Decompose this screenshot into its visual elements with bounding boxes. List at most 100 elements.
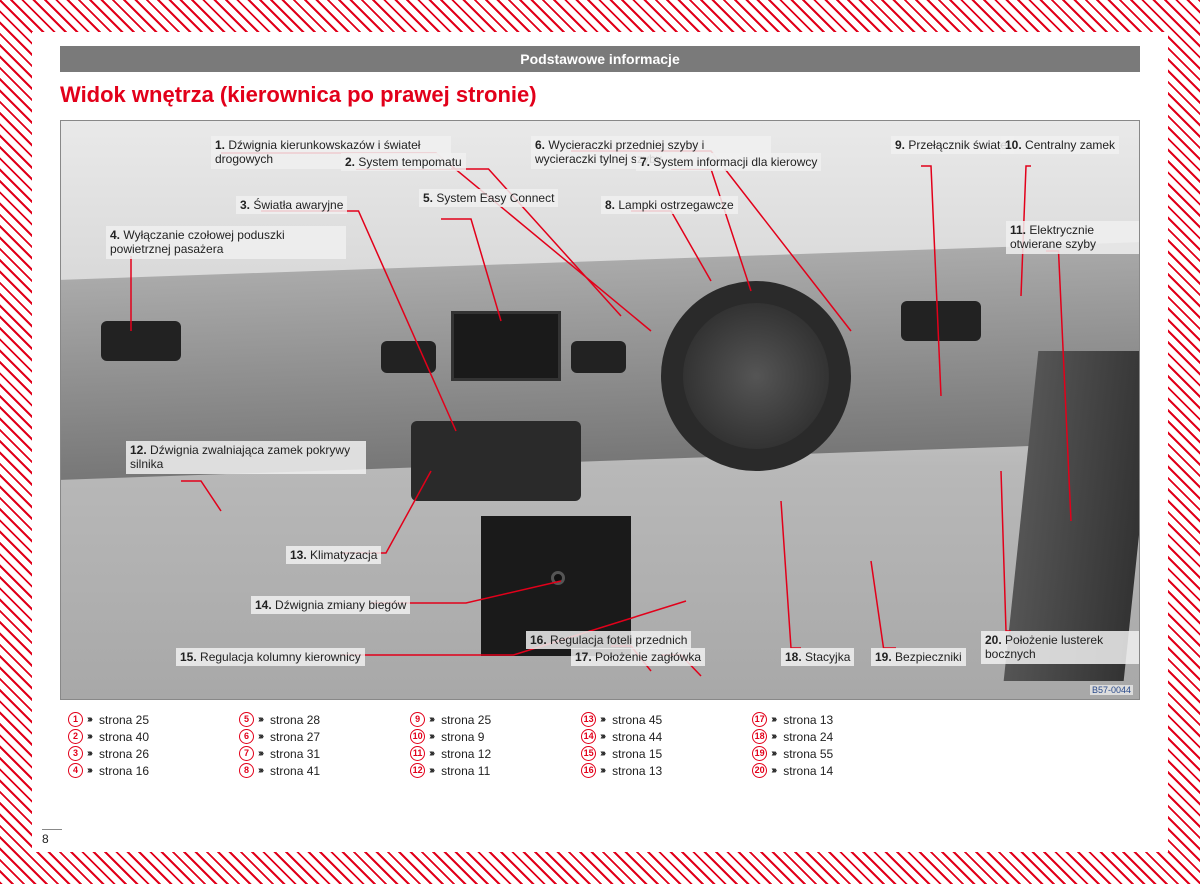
callout-label-16: 16. Regulacja foteli przednich	[526, 631, 691, 649]
ref-row-7: 7 ››› strona 31	[239, 746, 320, 761]
callout-label-15: 15. Regulacja kolumny kierownicy	[176, 648, 365, 666]
ref-circle-15: 15	[581, 746, 596, 761]
callout-label-4: 4. Wyłączanie czołowej poduszki powietrz…	[106, 226, 346, 259]
ref-text: strona 11	[441, 764, 490, 778]
ref-circle-17: 17	[752, 712, 767, 727]
ref-row-19: 19›››strona 55	[752, 746, 833, 761]
leader-line-18	[781, 501, 801, 648]
ref-row-15: 15 ››› strona 15	[581, 746, 662, 761]
ref-text: strona 26	[99, 747, 149, 761]
interior-figure: 1. Dźwignia kierunkowskazów i świateł dr…	[60, 120, 1140, 700]
chevron-icon: ›››	[429, 748, 433, 759]
chevron-icon: ›››	[258, 748, 262, 759]
ref-circle-5: 5	[239, 712, 254, 727]
chevron-icon: ›››	[87, 748, 91, 759]
leader-line-9	[921, 166, 941, 396]
callout-label-19: 19. Bezpieczniki	[871, 648, 966, 666]
ref-row-12: 12 ››› strona 11	[410, 763, 491, 778]
callout-label-12: 12. Dźwignia zwalniająca zamek pokrywy s…	[126, 441, 366, 474]
callout-label-11: 11. Elektrycznie otwierane szyby	[1006, 221, 1139, 254]
ref-text: strona 41	[270, 764, 320, 778]
page-title: Widok wnętrza (kierownica po prawej stro…	[60, 82, 1140, 108]
ref-circle-12: 12	[410, 763, 425, 778]
callout-label-14: 14. Dźwignia zmiany biegów	[251, 596, 410, 614]
callout-label-10: 10. Centralny zamek	[1001, 136, 1119, 154]
leader-line-20	[1001, 471, 1011, 631]
leader-line-5	[441, 219, 501, 321]
ref-text: strona 16	[99, 764, 149, 778]
ref-circle-2: 2	[68, 729, 83, 744]
chevron-icon: ›››	[600, 731, 604, 742]
callout-label-13: 13. Klimatyzacja	[286, 546, 381, 564]
ref-circle-20: 20	[752, 763, 767, 778]
ref-circle-11: 11	[410, 746, 425, 761]
ref-circle-9: 9	[410, 712, 425, 727]
ref-text: strona 40	[99, 730, 149, 744]
chevron-icon: ›››	[429, 731, 433, 742]
page-references: 1›››strona 25 2 ››› strona 40 3 ››› strona 26 4…	[60, 712, 1140, 778]
page-content: Podstawowe informacje Widok wnętrza (kie…	[32, 32, 1168, 852]
callout-label-18: 18. Stacyjka	[781, 648, 854, 666]
leader-line-19	[871, 561, 896, 648]
callout-label-3: 3. Światła awaryjne	[236, 196, 347, 214]
callout-label-20: 20. Położenie lusterek bocznych	[981, 631, 1139, 664]
ref-row-9: 9 ››› strona 25	[410, 712, 491, 727]
ref-text: strona 13	[612, 764, 662, 778]
leader-line-6	[571, 151, 851, 331]
ref-row-17: 17 ››› strona 13	[752, 712, 833, 727]
chevron-icon: ›››	[258, 714, 262, 725]
ref-text: strona 13	[783, 713, 833, 727]
leader-line-13	[341, 471, 431, 553]
chevron-icon: ›››	[771, 714, 775, 725]
leader-line-12	[181, 481, 221, 511]
chevron-icon: ›››	[600, 748, 604, 759]
refs-column: 1›››strona 25 2 ››› strona 40 3 ››› strona 26 4…	[68, 712, 149, 778]
ref-circle-7: 7	[239, 746, 254, 761]
hatched-border: Podstawowe informacje Widok wnętrza (kie…	[0, 0, 1200, 884]
ref-row-6: 6›››strona 27	[239, 729, 320, 744]
callout-label-9: 9. Przełącznik świateł	[891, 136, 1014, 154]
refs-column: 13›››strona 4514›››strona 4415›››strona …	[581, 712, 662, 778]
ref-circle-16: 16	[581, 763, 596, 778]
ref-circle-18: 18	[752, 729, 767, 744]
ref-text: strona 44	[612, 730, 662, 744]
callout-label-2: 2. System tempomatu	[341, 153, 466, 171]
ref-text: strona 24	[783, 730, 833, 744]
section-header: Podstawowe informacje	[60, 46, 1140, 72]
chevron-icon: ›››	[87, 714, 91, 725]
callout-label-5: 5. System Easy Connect	[419, 189, 558, 207]
chevron-icon: ›››	[771, 765, 775, 776]
chevron-icon: ›››	[429, 714, 433, 725]
chevron-icon: ›››	[429, 765, 433, 776]
ref-circle-10: 10	[410, 729, 425, 744]
ref-row-5: 5›››strona 28	[239, 712, 320, 727]
ref-row-14: 14›››strona 44	[581, 729, 662, 744]
leader-line-11	[1046, 251, 1071, 521]
ref-text: strona 25	[441, 713, 491, 727]
ref-circle-6: 6	[239, 729, 254, 744]
ref-text: strona 12	[441, 747, 491, 761]
ref-circle-3: 3	[68, 746, 83, 761]
callout-label-7: 7. System informacji dla kierowcy	[636, 153, 821, 171]
page-number: 8	[42, 829, 62, 846]
callout-label-17: 17. Położenie zagłówka	[571, 648, 705, 666]
ref-row-10: 10›››strona 9	[410, 729, 491, 744]
refs-column: 5›››strona 286›››strona 277›››strona 318…	[239, 712, 320, 778]
ref-row-11: 11 ››› strona 12	[410, 746, 491, 761]
chevron-icon: ›››	[87, 731, 91, 742]
ref-text: strona 55	[783, 747, 833, 761]
ref-circle-19: 19	[752, 746, 767, 761]
chevron-icon: ›››	[258, 731, 262, 742]
ref-circle-13: 13	[581, 712, 596, 727]
ref-circle-4: 4	[68, 763, 83, 778]
chevron-icon: ›››	[258, 765, 262, 776]
chevron-icon: ›››	[87, 765, 91, 776]
ref-text: strona 31	[270, 747, 320, 761]
chevron-icon: ›››	[771, 731, 775, 742]
chevron-icon: ›››	[600, 765, 604, 776]
ref-text: strona 15	[612, 747, 662, 761]
callout-label-8: 8. Lampki ostrzegawcze	[601, 196, 738, 214]
ref-row-18: 18 ››› strona 24	[752, 729, 833, 744]
ref-row-1: 1›››strona 25	[68, 712, 149, 727]
chevron-icon: ›››	[600, 714, 604, 725]
